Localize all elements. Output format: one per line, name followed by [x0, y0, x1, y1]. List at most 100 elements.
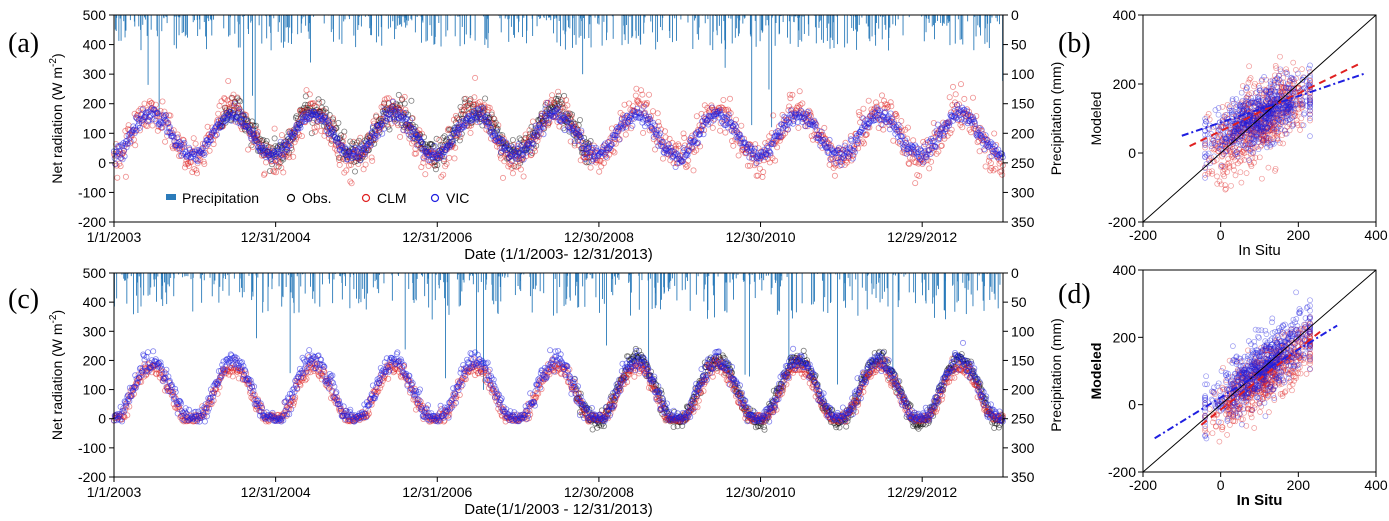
x-tick-label: 12/31/2006: [402, 229, 472, 245]
data-point: [322, 105, 329, 112]
y2-tick-label: 200: [1011, 125, 1035, 141]
y-tick-label: -100: [78, 184, 106, 200]
data-point: [343, 167, 350, 174]
data-point: [495, 141, 502, 148]
data-point: [952, 91, 959, 98]
data-point: [646, 91, 653, 98]
data-point: [122, 173, 129, 180]
data-point: [527, 152, 534, 159]
data-point: [402, 106, 409, 113]
data-point: [341, 128, 348, 135]
data-point: [342, 157, 349, 164]
data-point: [520, 173, 527, 180]
data-point: [271, 135, 278, 142]
data-point: [368, 154, 375, 161]
data-point: [373, 112, 380, 119]
data-point: [311, 124, 318, 131]
data-point: [335, 120, 342, 127]
data-point: [495, 122, 502, 129]
series-points: [111, 339, 1006, 433]
data-point: [432, 166, 439, 173]
data-point: [821, 124, 828, 131]
data-point: [471, 94, 478, 101]
data-point: [444, 127, 451, 134]
data-point: [362, 161, 369, 168]
x-tick-label: 1/1/2003: [87, 229, 142, 245]
y2-tick-label: 250: [1011, 155, 1035, 171]
data-point: [278, 132, 285, 139]
data-point: [571, 142, 578, 149]
data-point: [348, 180, 355, 187]
y-tick-label: -200: [78, 214, 106, 230]
data-point: [267, 144, 274, 151]
data-point: [529, 118, 536, 125]
series-points: [111, 74, 1006, 187]
x-tick-label: 12/29/2012: [887, 229, 957, 245]
data-point: [735, 152, 742, 159]
data-point: [291, 139, 298, 146]
data-point: [340, 133, 347, 140]
data-point: [466, 97, 473, 104]
data-point: [193, 170, 200, 177]
data-point: [950, 83, 957, 90]
data-point: [280, 169, 287, 176]
data-point: [154, 127, 161, 134]
data-point: [440, 171, 447, 178]
data-point: [472, 74, 479, 81]
precipitation-bars: [114, 15, 1004, 137]
data-point: [443, 160, 450, 167]
data-point: [531, 145, 538, 152]
y2-tick-label: 50: [1011, 37, 1027, 53]
data-point: [185, 162, 192, 169]
data-point: [295, 118, 302, 125]
y2-tick-label: 0: [1011, 7, 1019, 23]
data-point: [910, 137, 917, 144]
data-point: [879, 92, 886, 99]
data-point: [961, 95, 968, 102]
data-point: [351, 168, 358, 175]
data-point: [912, 180, 919, 187]
data-point: [290, 153, 297, 160]
data-point: [730, 142, 737, 149]
series-clm: [111, 74, 1006, 187]
data-point: [337, 132, 344, 139]
data-point: [261, 170, 268, 177]
data-point: [760, 168, 767, 175]
data-point: [282, 153, 289, 160]
data-point: [558, 104, 565, 111]
data-point: [865, 97, 872, 104]
y2-tick-label: 300: [1011, 184, 1035, 200]
data-point: [132, 142, 139, 149]
data-point: [577, 117, 584, 124]
data-point: [600, 160, 607, 167]
data-point: [263, 137, 270, 144]
data-point: [555, 88, 562, 95]
data-point: [438, 173, 445, 180]
data-point: [306, 91, 313, 98]
data-point: [204, 123, 211, 130]
data-point: [501, 158, 508, 165]
data-point: [722, 129, 729, 136]
data-point: [796, 88, 803, 95]
data-point: [564, 102, 571, 109]
data-point: [395, 91, 402, 98]
data-point: [401, 100, 408, 107]
y2-axis-label: Precipitation (mm): [1048, 62, 1064, 176]
data-point: [350, 138, 357, 145]
data-point: [141, 100, 148, 107]
data-point: [192, 140, 199, 147]
data-point: [499, 174, 506, 181]
data-point: [266, 167, 273, 174]
data-point: [312, 128, 319, 135]
data-point: [559, 97, 566, 104]
data-point: [494, 125, 501, 132]
data-point: [946, 94, 953, 101]
data-point: [546, 119, 553, 126]
data-point: [319, 99, 326, 106]
data-point: [271, 125, 278, 132]
data-point: [611, 149, 618, 156]
data-point: [422, 171, 429, 178]
data-point: [795, 124, 802, 131]
y2-tick-label: 150: [1011, 96, 1035, 112]
